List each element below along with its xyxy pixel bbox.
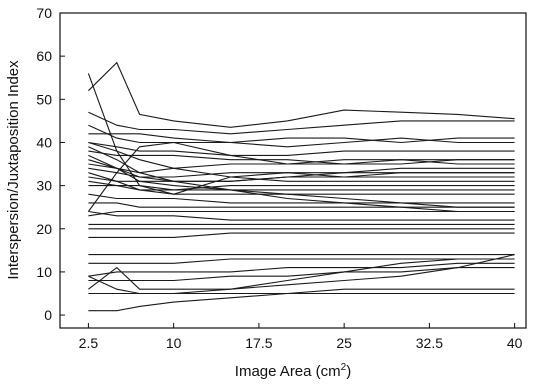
series-line-29: [88, 267, 515, 282]
y-tick-label: 70: [36, 5, 52, 21]
x-axis-label-main: Image Area (cm: [235, 363, 341, 380]
series-line-5: [88, 133, 515, 148]
series-line-9: [87, 141, 515, 212]
series-line-8: [88, 159, 515, 174]
y-tick-label: 60: [36, 48, 52, 64]
y-tick-label: 10: [36, 264, 52, 280]
series-line-17: [88, 154, 515, 208]
series-line-20: [88, 202, 515, 208]
series-line-19: [88, 193, 515, 204]
x-axis: 2.5 10 17.5 25 32.5 40: [79, 323, 523, 351]
series-line-22: [88, 210, 515, 221]
y-tick-label: 40: [36, 134, 52, 150]
series-line-13: [88, 141, 515, 182]
series-line-1: [88, 61, 515, 128]
series-line-21: [88, 210, 515, 217]
series-line-15: [88, 185, 515, 191]
series-layer: [87, 61, 515, 312]
x-tick-label: 10: [166, 335, 182, 351]
series-line-33: [88, 258, 515, 295]
y-tick-label: 30: [36, 178, 52, 194]
series-line-18: [88, 146, 515, 213]
x-tick-label: 2.5: [79, 335, 99, 351]
series-line-28: [88, 262, 515, 277]
x-tick-label: 32.5: [416, 335, 443, 351]
series-line-32: [88, 288, 515, 312]
series-line-30: [88, 254, 515, 290]
y-tick-label: 20: [36, 221, 52, 237]
x-axis-label: Image Area (cm2): [235, 362, 351, 380]
x-axis-label-superscript: 2: [341, 362, 347, 373]
series-line-3: [88, 111, 515, 135]
y-axis-label: Interspersion/Juxtaposition Index: [5, 60, 22, 280]
series-line-6: [88, 141, 515, 156]
plot-frame: [59, 12, 527, 329]
x-tick-label: 40: [507, 335, 523, 351]
y-axis: 0 10 20 30 40 50 60 70: [36, 5, 65, 323]
series-line-27: [88, 258, 515, 264]
y-tick-label: 50: [36, 91, 52, 107]
x-axis-label-close: ): [346, 363, 351, 380]
x-tick-label: 17.5: [245, 335, 272, 351]
y-tick-label: 0: [44, 307, 52, 323]
series-line-25: [88, 232, 515, 238]
x-tick-label: 25: [336, 335, 352, 351]
